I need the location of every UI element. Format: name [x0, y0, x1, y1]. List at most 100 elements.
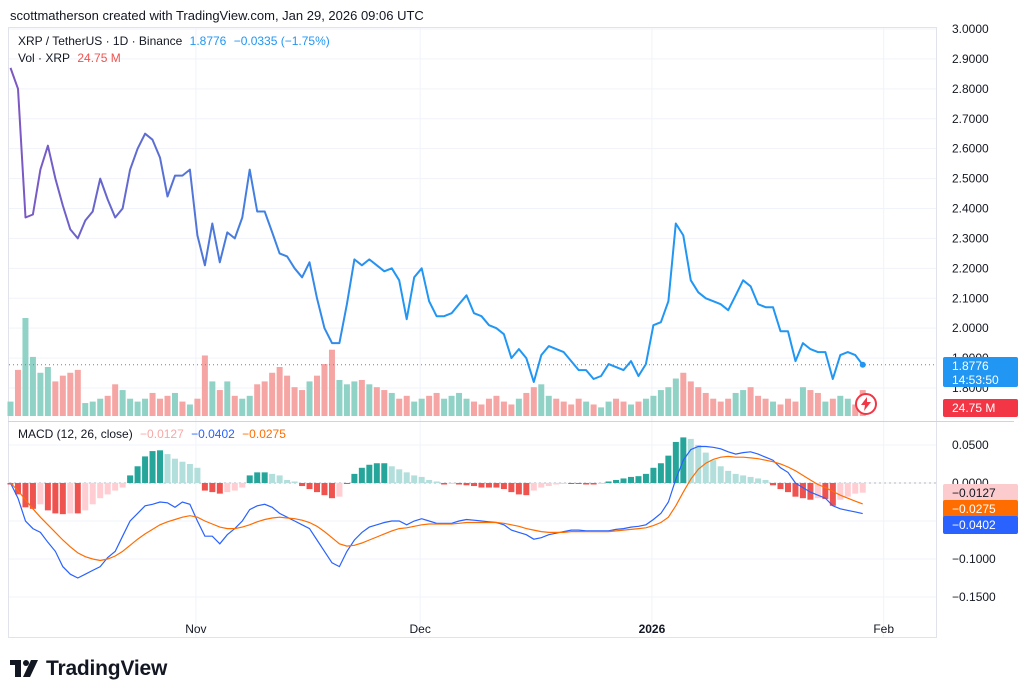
macd-histogram-bar — [29, 483, 36, 509]
macd-histogram-bar — [598, 483, 605, 484]
macd-histogram-bar — [119, 483, 126, 488]
macd-histogram-bar — [687, 438, 694, 483]
macd-histogram-bar — [388, 466, 395, 483]
macd-signal-tag: −0.0275 — [943, 500, 1018, 518]
price-tag-value: 1.8776 — [952, 359, 989, 373]
volume-bar — [665, 387, 672, 416]
macd-histogram-bar — [822, 483, 829, 499]
last-price-tag: 1.8776 14:53:50 — [943, 357, 1018, 387]
volume-bar — [418, 398, 425, 416]
macd-histogram-bar — [560, 483, 567, 484]
macd-histogram-bar — [456, 483, 463, 485]
volume-bar — [770, 401, 777, 416]
macd-histogram-bar — [672, 441, 679, 483]
macd-histogram-bar — [157, 450, 164, 483]
macd-histogram-bar — [837, 483, 844, 500]
brand-name: TradingView — [46, 657, 168, 680]
macd-histogram-bar — [89, 483, 96, 505]
macd-histogram-bar — [142, 456, 149, 483]
volume-bar — [448, 395, 455, 416]
macd-legend: MACD (12, 26, close) −0.0127 −0.0402 −0.… — [18, 427, 290, 441]
macd-histogram-bar — [209, 483, 216, 493]
volume-bar — [388, 392, 395, 416]
volume-bar — [291, 387, 298, 416]
price-legend: XRP / TetherUS · 1D · Binance 1.8776 −0.… — [18, 34, 334, 48]
volume-bar — [104, 395, 111, 416]
volume-bar — [463, 398, 470, 416]
macd-hist-tag: −0.0127 — [943, 484, 1018, 502]
price-line — [9, 67, 864, 383]
volume-bar — [657, 390, 664, 416]
price-tick-label: 2.4000 — [952, 202, 989, 216]
volume-bar — [426, 395, 433, 416]
macd-histogram-bar — [627, 476, 634, 483]
symbol-label[interactable]: XRP / TetherUS · 1D · Binance — [18, 34, 183, 48]
volume-bar — [695, 387, 702, 416]
macd-histogram-bar — [231, 483, 238, 491]
volume-bar — [478, 404, 485, 416]
volume-bar — [89, 401, 96, 416]
volume-bar — [381, 390, 388, 416]
volume-label[interactable]: Vol · XRP — [18, 51, 71, 65]
price-tick-label: 2.0000 — [952, 321, 989, 335]
lightning-icon[interactable] — [855, 393, 877, 415]
volume-bar — [74, 369, 81, 416]
macd-histogram-bar — [104, 483, 111, 495]
macd-histogram-bar — [164, 454, 171, 483]
volume-bar — [732, 392, 739, 416]
last-price-dot — [859, 361, 866, 368]
volume-bar — [336, 379, 343, 416]
macd-histogram-bar — [650, 467, 657, 483]
volume-bar — [7, 401, 14, 416]
volume-bar — [852, 404, 859, 416]
macd-histogram-bar — [732, 473, 739, 483]
macd-histogram-bar — [740, 475, 747, 483]
macd-histogram-bar — [216, 483, 223, 494]
volume-bar — [717, 401, 724, 416]
macd-histogram-bar — [14, 483, 21, 495]
volume-bar — [560, 401, 567, 416]
price-tick-label: 2.3000 — [952, 231, 989, 245]
macd-histogram-bar — [358, 467, 365, 483]
macd-histogram-bar — [411, 475, 418, 483]
macd-label[interactable]: MACD (12, 26, close) — [18, 427, 133, 441]
macd-histogram-bar — [814, 483, 821, 499]
macd-histogram-bar — [67, 483, 74, 514]
macd-line — [9, 445, 863, 579]
price-tick-label: 2.6000 — [952, 142, 989, 156]
volume-bar — [157, 398, 164, 416]
volume-bar — [710, 398, 717, 416]
tradingview-logo[interactable]: TradingView — [10, 657, 167, 681]
volume-bar — [702, 392, 709, 416]
macd-histogram-bar — [471, 483, 477, 487]
volume-bar — [613, 398, 620, 416]
volume-bar — [343, 384, 350, 416]
macd-histogram-bar — [590, 483, 597, 485]
macd-line-value: −0.0402 — [191, 427, 235, 441]
volume-bar — [575, 398, 582, 416]
macd-histogram-bar — [171, 458, 178, 483]
volume-bar — [224, 381, 231, 416]
volume-value: 24.75 M — [77, 51, 121, 65]
volume-bar — [740, 390, 747, 416]
volume-bar — [112, 384, 119, 416]
volume-bar — [553, 398, 560, 416]
volume-bar — [186, 404, 193, 416]
macd-hist-value: −0.0127 — [140, 427, 184, 441]
pane-separator[interactable] — [8, 421, 1014, 422]
macd-histogram-bar — [276, 475, 283, 483]
macd-histogram-bar — [605, 481, 612, 483]
volume-bar — [530, 387, 537, 416]
macd-histogram-bar — [485, 483, 492, 488]
volume-bar — [403, 395, 410, 416]
macd-histogram-bar — [725, 470, 732, 483]
macd-histogram-bar — [112, 483, 119, 491]
macd-histogram-bar — [583, 483, 590, 485]
tradingview-logo-icon — [10, 660, 38, 677]
volume-bar — [598, 407, 605, 416]
macd-histogram-bar — [261, 472, 268, 483]
volume-bar — [366, 384, 373, 416]
volume-bar — [755, 395, 762, 416]
macd-histogram-bar — [620, 478, 627, 483]
